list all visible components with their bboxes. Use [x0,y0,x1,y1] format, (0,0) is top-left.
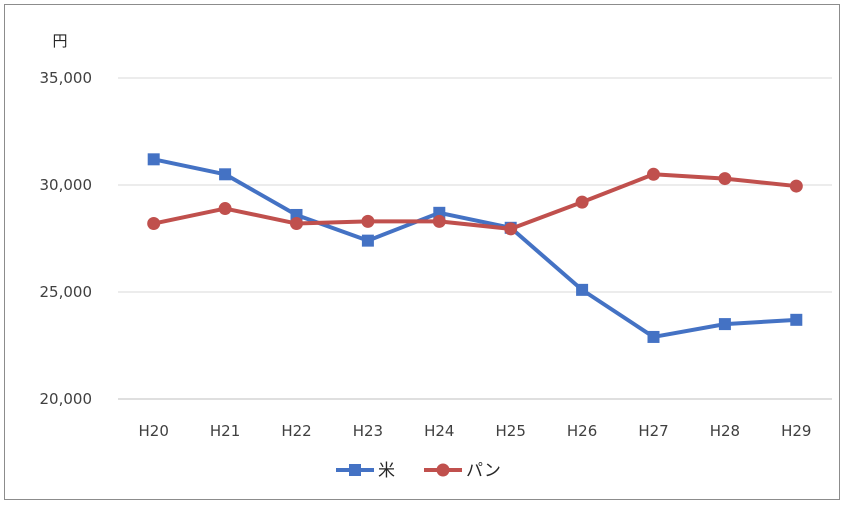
data-point [718,318,731,331]
data-point [790,313,803,326]
series-1 [147,153,803,343]
x-tick-label: H28 [710,422,740,440]
data-point [147,153,160,166]
x-tick-label: H22 [281,422,311,440]
x-tick-label: H26 [567,422,597,440]
legend-item: パン [424,461,501,481]
x-tick-label: H25 [496,422,526,440]
y-axis-ticks: 20,000 25,000 30,000 35,000 [40,69,93,408]
series-line [151,172,799,231]
x-tick-label: H21 [210,422,240,440]
y-tick-label: 25,000 [40,283,93,301]
data-point [218,202,232,216]
x-tick-label: H29 [781,422,811,440]
data-point [575,195,589,209]
data-point [361,214,375,228]
x-tick-label: H27 [638,422,668,440]
data-point [789,179,803,193]
legend-item: 米 [336,461,395,481]
data-point [647,167,660,181]
gridlines [118,77,832,400]
data-point [147,217,161,231]
y-tick-label: 20,000 [40,390,93,408]
series-line [151,157,799,339]
x-tick-label: H23 [353,422,383,440]
x-tick-label: H24 [424,422,454,440]
legend-label: パン [466,461,501,481]
x-axis-ticks: H20 H21 H22 H23 H24 H25 H26 H27 H28 H29 [139,422,812,440]
data-point [219,168,232,181]
legend: 米 パン [336,461,501,481]
series-2 [147,167,803,236]
data-point [647,330,660,343]
data-point [504,222,518,236]
data-point [290,217,303,231]
x-tick-label: H20 [139,422,169,440]
chart-frame [4,4,840,500]
data-point [432,214,446,228]
legend-label: 米 [378,461,395,481]
data-point [576,283,589,296]
y-tick-label: 30,000 [40,176,93,194]
legend-marker [436,463,450,477]
legend-marker [349,464,361,476]
data-point [718,172,732,186]
data-point [361,234,374,247]
series-group [147,153,803,343]
y-axis-unit-label: 円 [52,32,67,50]
y-tick-label: 35,000 [40,69,93,87]
